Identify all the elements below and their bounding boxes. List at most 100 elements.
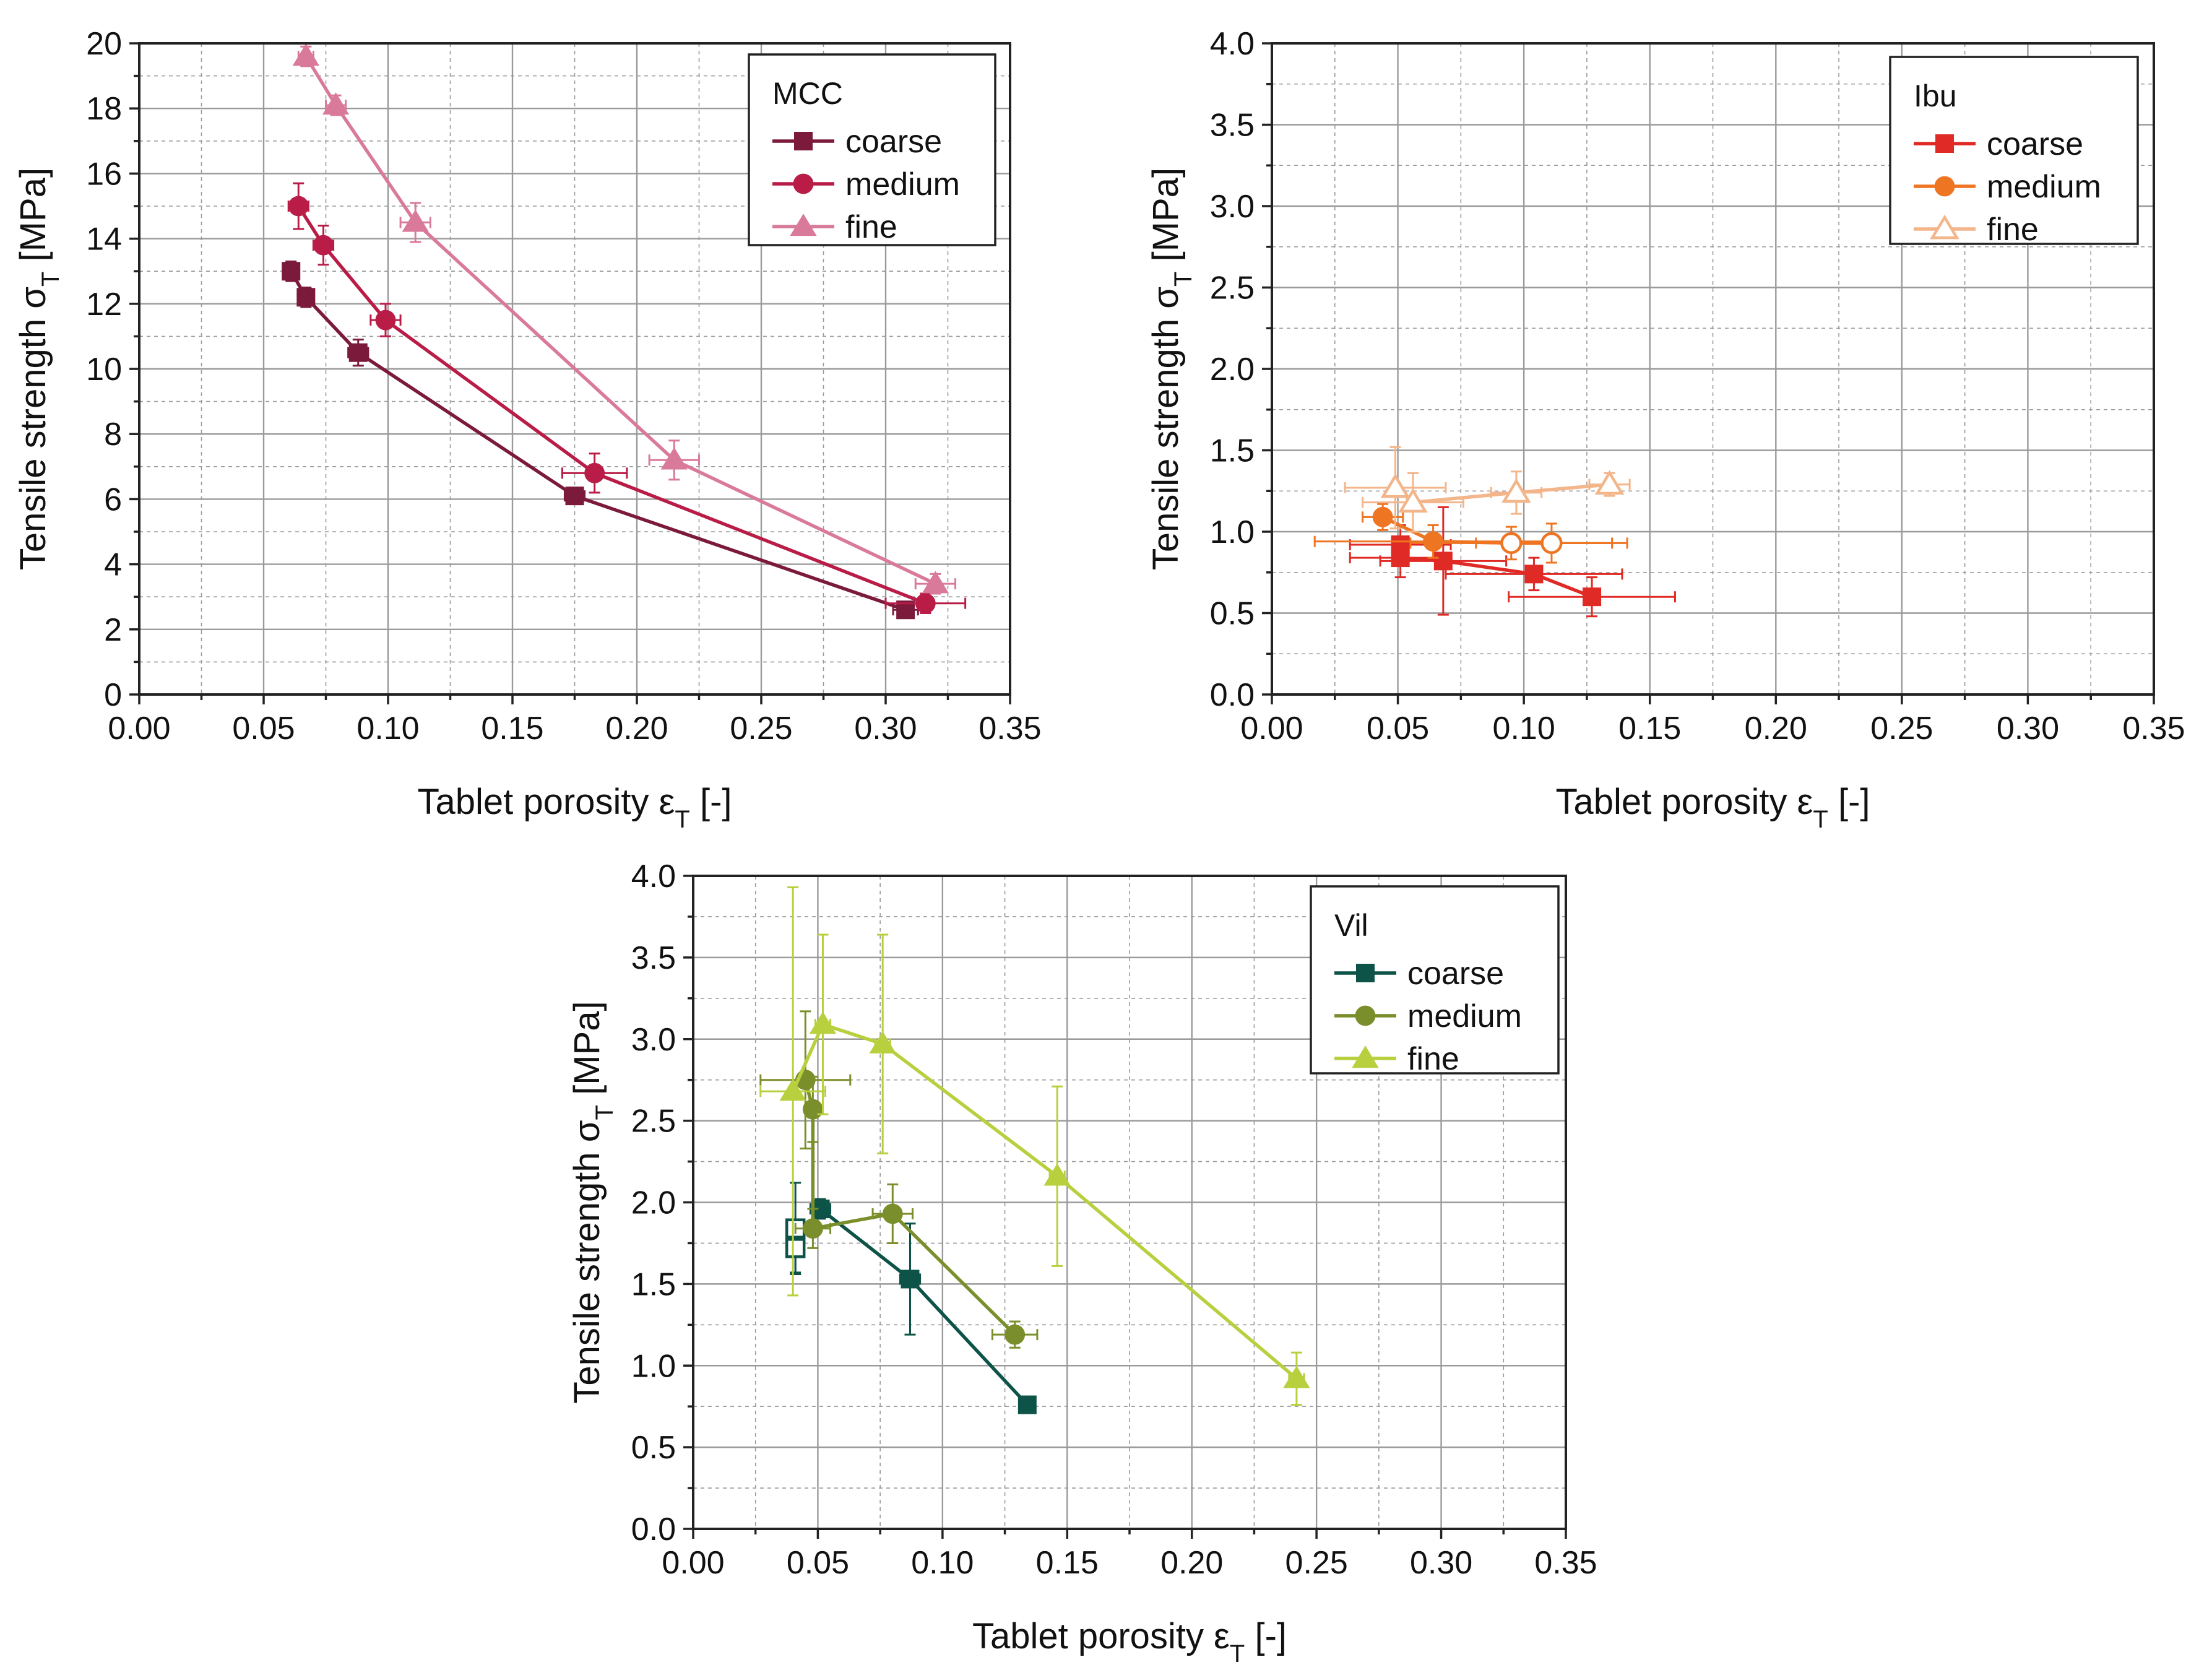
data-point-coarse — [296, 288, 316, 307]
x-tick-label: 0.20 — [605, 711, 668, 746]
data-point-fine — [1043, 1163, 1071, 1186]
x-tick-label: 0.25 — [1285, 1545, 1348, 1581]
y-tick-label: 0.5 — [1210, 596, 1255, 632]
x-tick-label: 0.30 — [854, 711, 917, 746]
x-tick-label: 0.15 — [481, 711, 543, 746]
data-point-coarse — [1017, 1395, 1037, 1414]
data-point-medium — [1540, 532, 1563, 555]
data-point-fine — [322, 92, 350, 115]
legend-title: MCC — [772, 76, 843, 111]
data-point-fine — [779, 1078, 806, 1101]
x-tick-label: 0.35 — [1534, 1545, 1597, 1581]
series-fine — [759, 886, 1310, 1406]
x-axis-title: Tablet porosity εT [-] — [972, 1616, 1287, 1668]
legend-swatch-marker — [1930, 214, 1959, 240]
y-tick-label: 3.5 — [1210, 108, 1255, 144]
legend-box — [1310, 885, 1560, 1075]
x-tick-label: 0.30 — [1997, 711, 2059, 746]
y-tick-label: 1.0 — [631, 1348, 676, 1384]
legend: Ibu coarse medium fine — [1889, 56, 2139, 248]
data-point-fine — [809, 1011, 837, 1034]
legend-swatch-marker — [790, 214, 817, 236]
y-axis-title: Tensile strength σT [MPa] — [1146, 168, 1197, 570]
y-tick-label: 4.0 — [631, 859, 676, 894]
data-point-medium — [1500, 532, 1523, 555]
legend-label-fine: fine — [1407, 1041, 1459, 1077]
y-tick-label: 8 — [104, 417, 122, 452]
x-tick-label: 0.20 — [1160, 1545, 1223, 1581]
legend-label-medium: medium — [845, 167, 960, 202]
data-point-fine — [1283, 1365, 1310, 1388]
y-tick-label: 16 — [86, 156, 122, 192]
plot-frame — [692, 875, 1567, 1530]
y-axis-title: Tensile strength σT [MPa] — [567, 1001, 618, 1403]
x-tick-label: 0.05 — [232, 711, 295, 746]
data-point-fine — [1594, 470, 1625, 495]
y-axis-title: Tensile strength σT [MPa] — [13, 168, 64, 570]
x-tick-label: 0.00 — [662, 1545, 724, 1581]
legend-label-coarse: coarse — [845, 124, 942, 160]
y-tick-label: 2.0 — [1210, 352, 1255, 387]
data-point-coarse — [1433, 552, 1453, 571]
y-tick-label: 2.5 — [631, 1104, 676, 1140]
y-tick-label: 6 — [104, 482, 122, 517]
legend-label-medium: medium — [1407, 998, 1522, 1034]
data-point-medium — [1004, 1324, 1026, 1345]
y-tick-label: 10 — [86, 352, 122, 387]
plot-frame — [138, 42, 1011, 696]
data-point-medium — [1372, 506, 1393, 527]
x-tick-label: 0.10 — [356, 711, 419, 746]
x-axis-title: Tablet porosity εT [-] — [1555, 782, 1870, 833]
y-tick-label: 2.5 — [1210, 270, 1255, 306]
data-point-coarse — [1583, 587, 1602, 607]
y-tick-label: 20 — [86, 26, 122, 62]
y-tick-label: 4 — [104, 547, 122, 583]
y-tick-label: 1.5 — [1210, 433, 1255, 469]
y-tick-label: 3.0 — [631, 1022, 676, 1058]
plot-frame — [1271, 42, 2155, 696]
data-point-fine — [922, 571, 949, 594]
legend: Vil coarse medium fine — [1310, 885, 1560, 1077]
data-point-coarse — [1524, 565, 1544, 584]
data-point-medium — [882, 1203, 903, 1224]
y-tick-label: 0.0 — [631, 1512, 676, 1547]
series-medium — [759, 1010, 1039, 1349]
x-tick-label: 0.35 — [979, 711, 1041, 746]
y-tick-label: 1.5 — [631, 1266, 676, 1302]
chart-panel-ibu: 0.00 0.05 0.10 0.15 0.20 0.25 0.30 0.35 0.0 0.5 1.… — [1146, 26, 2185, 833]
data-point-medium — [375, 309, 396, 331]
data-point-fine — [1398, 488, 1428, 513]
data-point-fine — [1501, 478, 1531, 503]
legend-swatch-marker — [1352, 1045, 1379, 1068]
data-point-medium — [288, 196, 309, 217]
legend-title: Ibu — [1914, 79, 1957, 113]
legend-label-fine: fine — [1987, 212, 2039, 248]
series-coarse — [282, 260, 919, 620]
x-tick-label: 0.15 — [1618, 711, 1681, 746]
y-tick-label: 0 — [104, 677, 122, 713]
x-tick-label: 0.25 — [730, 711, 792, 746]
data-point-medium — [313, 235, 334, 256]
x-tick-label: 0.25 — [1870, 711, 1933, 746]
legend-swatch-marker — [1934, 176, 1955, 197]
legend-box — [748, 53, 996, 246]
x-tick-label: 0.10 — [911, 1545, 974, 1581]
data-point-medium — [802, 1099, 823, 1120]
y-tick-label: 12 — [86, 287, 122, 322]
x-tick-label: 0.20 — [1745, 711, 1807, 746]
data-point-coarse — [785, 1238, 806, 1258]
data-point-fine — [1380, 473, 1411, 498]
legend-label-coarse: coarse — [1407, 956, 1504, 992]
data-point-medium — [1423, 531, 1443, 552]
x-tick-label: 0.00 — [1240, 711, 1303, 746]
y-tick-label: 4.0 — [1210, 26, 1255, 62]
series-fine — [292, 43, 957, 595]
legend-swatch-marker — [1355, 1005, 1376, 1026]
data-point-fine — [292, 43, 319, 66]
legend-swatch-marker — [794, 132, 813, 150]
data-point-medium — [584, 462, 605, 483]
data-point-medium — [802, 1218, 823, 1239]
y-tick-label: 2 — [104, 612, 122, 648]
